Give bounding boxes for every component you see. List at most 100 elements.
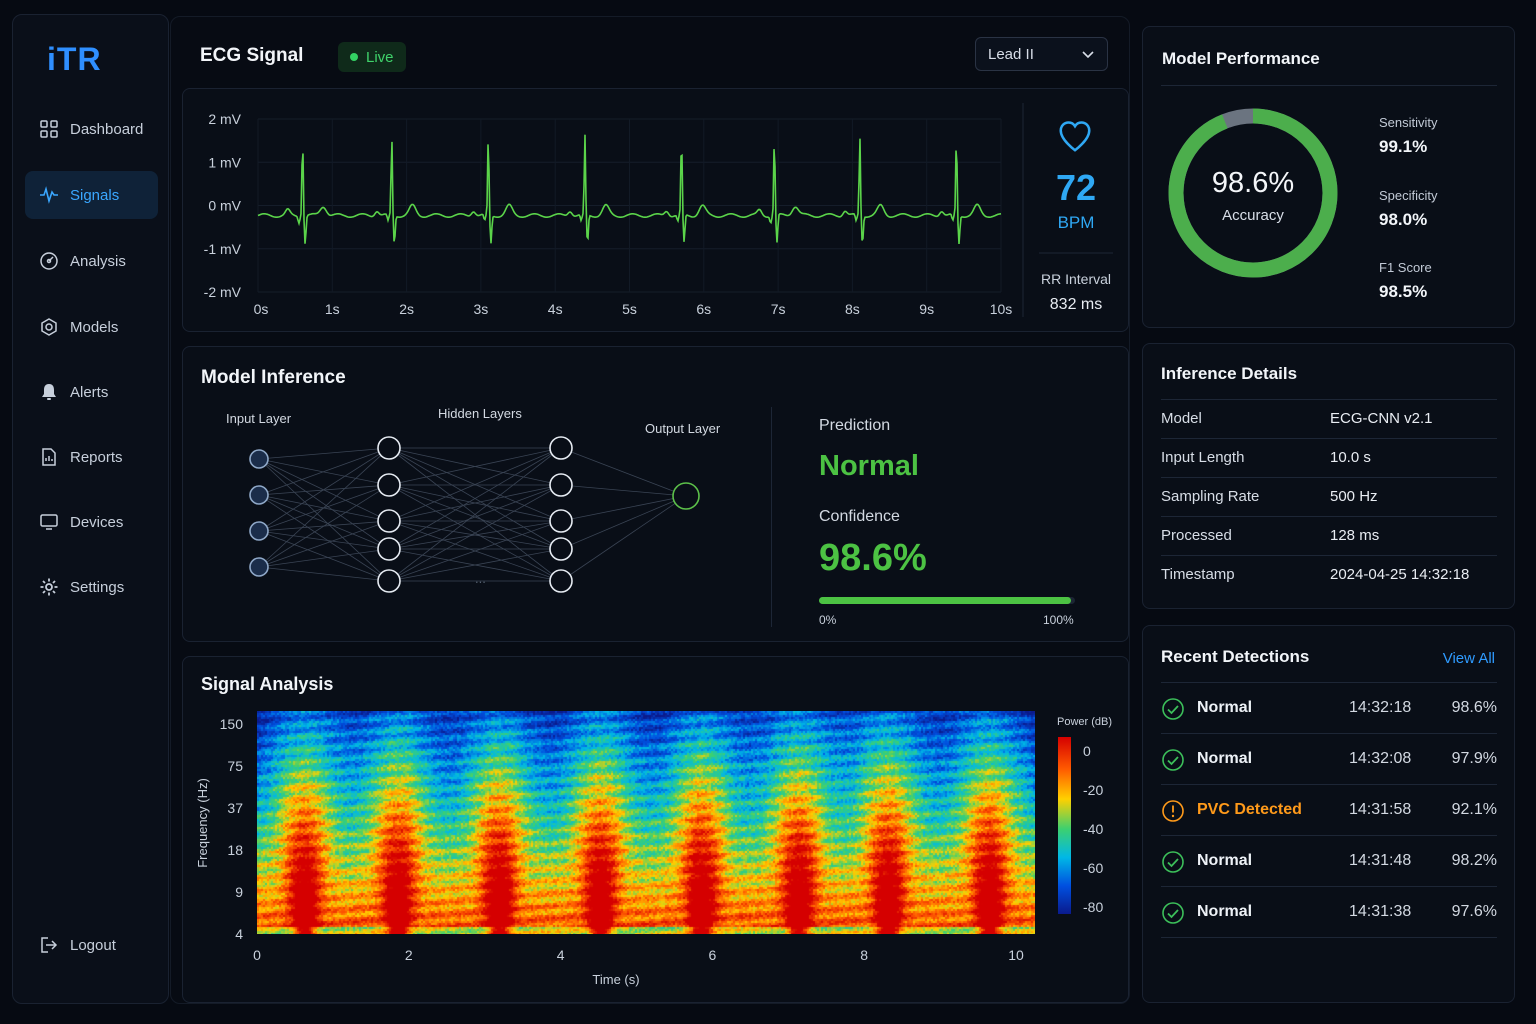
spectrogram-axes: 150 75 37 18 9 4 0 2 4 6 8 10 Frequency (Hz) Time … [195,716,1112,987]
spectrogram-x-tick: 10 [1008,947,1024,963]
network-ellipsis: ... [475,571,486,586]
sidebar-item-reports[interactable]: Reports [25,433,158,481]
detail-row-sampling-rate: Sampling Rate 500 Hz [1161,478,1497,517]
ecg-x-tick: 8s [845,301,860,317]
network-node [377,473,401,497]
detection-confidence: 97.9% [1451,750,1497,767]
monitor-icon [39,512,59,532]
sidebar-item-models[interactable]: Models [25,303,158,351]
ecg-y-tick: 1 mV [208,154,241,170]
input-layer-label: Input Layer [226,411,292,426]
f1-score-value: 98.5% [1379,282,1428,301]
network-edge [560,495,687,522]
ecg-x-tick: 6s [696,301,711,317]
network-edge [258,458,390,582]
gauge-icon [39,251,59,271]
confidence-bar-fill [819,597,1072,604]
inference-details-title: Inference Details [1161,364,1298,383]
logout-button[interactable]: Logout [25,921,158,969]
network-node [377,436,401,460]
colorbar-tick: -40 [1083,821,1103,837]
sidebar-item-dashboard[interactable]: Dashboard [25,105,158,153]
prediction-label: Prediction [819,417,891,434]
detection-row[interactable]: Normal 14:32:18 98.6% [1161,683,1497,734]
network-edge [258,530,390,550]
sidebar: iTR Dashboard Signals Analysis Models Al… [12,14,169,1004]
spectrogram [257,711,1035,934]
detail-row-input-length: Input Length 10.0 s [1161,439,1497,478]
spectrogram-x-tick: 2 [405,947,413,963]
warning-icon [1162,800,1184,822]
ecg-x-tick: 4s [548,301,563,317]
accuracy-value: 98.6% [1211,167,1295,199]
detection-row[interactable]: Normal 14:32:08 97.9% [1161,734,1497,785]
network-edge [560,484,687,497]
check-circle-icon [1162,902,1184,924]
gear-cube-icon [39,317,59,337]
recent-detections-card: Recent Detections View All Normal 14:32:1… [1142,625,1515,1003]
network-node [249,557,269,577]
network-edge [388,484,562,550]
ecg-x-tick: 0s [254,301,269,317]
check-circle-icon [1162,749,1184,771]
inference-divider [771,407,772,627]
sidebar-item-analysis[interactable]: Analysis [25,237,158,285]
sidebar-item-settings[interactable]: Settings [25,563,158,611]
detection-row[interactable]: Normal 14:31:48 98.2% [1161,836,1497,887]
sidebar-item-label: Alerts [70,383,109,401]
detection-label: Normal [1197,699,1253,716]
ecg-x-tick: 9s [919,301,934,317]
grid-icon [39,119,59,139]
network-node [377,537,401,561]
view-all-link[interactable]: View All [1442,650,1495,667]
live-badge: Live [338,42,406,72]
detail-key: Sampling Rate [1161,488,1260,505]
time-axis-label: Time (s) [592,972,639,987]
report-icon [39,447,59,467]
ecg-y-tick: -1 mV [204,241,242,257]
detail-key: Processed [1161,527,1232,544]
f1-score-label: F1 Score [1379,260,1432,275]
colorbar-tick: -80 [1083,899,1103,915]
spectrogram-x-tick: 6 [709,947,717,963]
app-logo[interactable]: iTR [47,41,102,78]
sidebar-item-label: Reports [70,448,123,466]
detail-key: Timestamp [1161,566,1235,583]
sidebar-item-signals[interactable]: Signals [25,171,158,219]
divider [1161,85,1497,86]
confidence-bar-track [819,597,1075,604]
frequency-axis-label: Frequency (Hz) [195,778,210,868]
prediction-value: Normal [819,450,919,482]
live-label: Live [366,48,394,66]
spectrogram-x-tick: 0 [253,947,261,963]
spectrogram-y-tick: 37 [227,800,243,816]
ecg-y-tick: -2 mV [204,284,242,300]
lead-select[interactable]: Lead II [975,37,1108,71]
detection-confidence: 92.1% [1451,801,1497,818]
sidebar-item-alerts[interactable]: Alerts [25,368,158,416]
model-inference-title: Model Inference [201,367,346,388]
confidence-value: 98.6% [819,537,927,579]
network-edge [258,494,390,550]
live-dot-icon [350,53,358,61]
sidebar-item-devices[interactable]: Devices [25,498,158,546]
detail-row-model: Model ECG-CNN v2.1 [1161,400,1497,439]
network-edge [258,458,390,550]
ecg-x-tick: 7s [771,301,786,317]
check-circle-icon [1162,851,1184,873]
detection-row[interactable]: PVC Detected 14:31:58 92.1% [1161,785,1497,836]
logout-label: Logout [70,936,116,954]
network-edge [258,484,390,496]
specificity-label: Specificity [1379,188,1438,203]
network-edge [258,447,390,496]
network-node [249,485,269,505]
logout-icon [39,935,59,955]
ecg-title: ECG Signal [200,45,304,66]
detection-time: 14:31:58 [1349,801,1412,818]
network-edge [258,494,390,582]
spectrogram-y-tick: 150 [220,716,244,732]
network-edge [560,495,687,582]
detection-row[interactable]: Normal 14:31:38 97.6% [1161,887,1497,938]
colorbar-tick: 0 [1083,743,1091,759]
ecg-card: 2 mV 1 mV 0 mV -1 mV -2 mV 0s 1s 2s 3s 4s 5s 6s 7s 8… [182,88,1129,332]
